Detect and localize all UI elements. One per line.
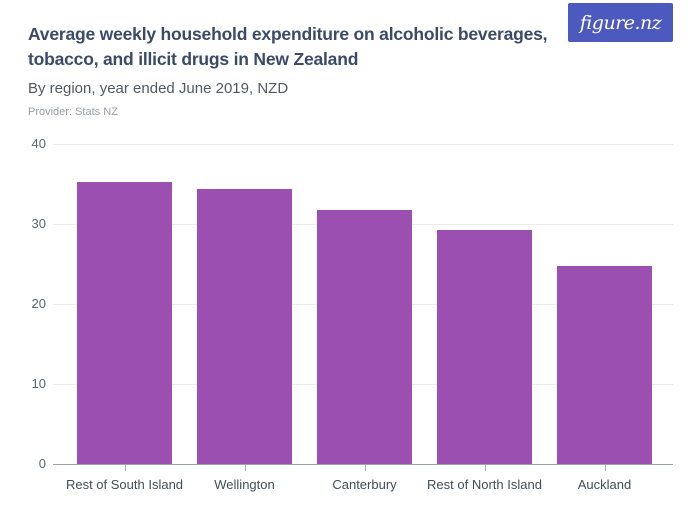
bar-rest-of-north-island[interactable] [437, 229, 532, 464]
chart-title-line-1: Average weekly household expenditure on … [28, 24, 548, 44]
figure-nz-logo[interactable]: figure.nz [568, 3, 673, 42]
x-axis-tick [364, 465, 366, 471]
x-axis-category-label-auckland: Auckland [577, 477, 632, 492]
bar-wellington[interactable] [197, 188, 292, 464]
x-axis-category-label-canterbury: Canterbury [332, 477, 397, 492]
y-axis-tick-label-10: 10 [31, 376, 46, 391]
x-axis-tick [124, 465, 126, 471]
x-axis-category-label-rest-of-north-island: Rest of North Island [427, 477, 542, 492]
x-axis-tick [244, 465, 246, 471]
x-axis-line [53, 464, 673, 465]
y-axis-tick-label-20: 20 [31, 296, 46, 311]
bar-rest-of-south-island[interactable] [77, 182, 172, 464]
x-axis-category-label-wellington: Wellington [214, 477, 275, 492]
bar-canterbury[interactable] [317, 209, 412, 464]
x-axis-tick [604, 465, 606, 471]
x-axis-category-label-rest-of-south-island: Rest of South Island [65, 477, 184, 492]
bar-auckland[interactable] [557, 265, 652, 464]
gridline-y-40 [53, 144, 673, 145]
x-axis-tick [484, 465, 486, 471]
chart-title-line-2: tobacco, and illicit drugs in New Zealan… [28, 49, 359, 69]
chart-title: Average weekly household expenditure on … [28, 22, 568, 72]
y-axis-tick-label-40: 40 [31, 136, 46, 151]
y-axis-tick-label-0: 0 [38, 456, 46, 471]
provider-label: Provider: Stats NZ [28, 106, 118, 118]
y-axis-tick-label-30: 30 [31, 216, 46, 231]
chart-subtitle: By region, year ended June 2019, NZD [28, 80, 289, 97]
